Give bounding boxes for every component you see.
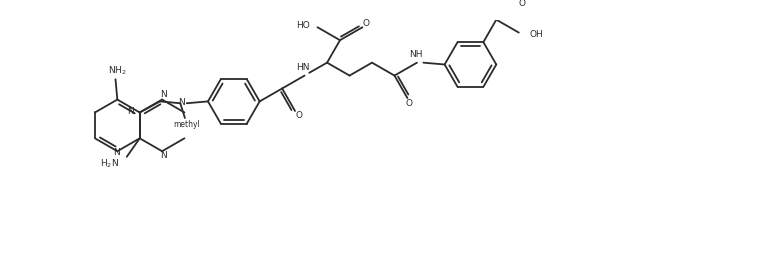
Text: N: N: [127, 107, 134, 116]
Text: N: N: [160, 151, 167, 160]
Text: N: N: [178, 98, 185, 107]
Text: H$_2$N: H$_2$N: [100, 158, 120, 170]
Text: N: N: [113, 148, 120, 157]
Text: OH: OH: [530, 30, 544, 39]
Text: N: N: [160, 90, 167, 99]
Text: NH$_2$: NH$_2$: [108, 65, 127, 77]
Text: O: O: [406, 99, 413, 108]
Text: HN: HN: [296, 63, 310, 72]
Text: NH: NH: [410, 50, 423, 59]
Text: methyl: methyl: [173, 120, 200, 129]
Text: O: O: [519, 0, 526, 8]
Text: O: O: [295, 111, 302, 120]
Text: HO: HO: [296, 21, 310, 30]
Text: O: O: [363, 19, 370, 28]
